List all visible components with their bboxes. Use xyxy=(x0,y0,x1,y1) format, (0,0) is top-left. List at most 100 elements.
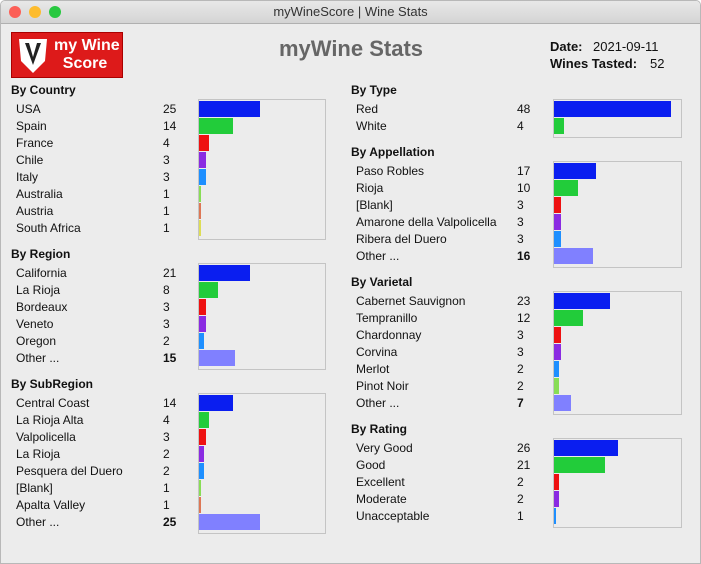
bar xyxy=(554,180,579,196)
bar xyxy=(199,101,260,117)
bar xyxy=(554,293,611,309)
row-value: 4 xyxy=(163,136,170,150)
row-label: Austria xyxy=(16,204,54,218)
bar xyxy=(199,135,209,151)
section-title: By Varietal xyxy=(351,275,413,289)
row-label: Valpolicella xyxy=(16,430,76,444)
bar-box xyxy=(198,99,326,240)
row-value: 4 xyxy=(517,119,524,133)
row-value: 25 xyxy=(163,102,177,116)
row-value: 7 xyxy=(517,396,524,410)
row-value: 3 xyxy=(517,345,524,359)
zoom-button[interactable] xyxy=(49,6,61,18)
bar xyxy=(199,350,236,366)
logo-icon xyxy=(19,39,47,73)
row-value: 2 xyxy=(517,362,524,376)
section-title: By Region xyxy=(11,247,71,261)
row-label: South Africa xyxy=(16,221,81,235)
bar xyxy=(199,169,207,185)
row-label: Other ... xyxy=(16,351,60,365)
tasted-label: Wines Tasted: xyxy=(550,56,638,71)
row-value: 1 xyxy=(163,187,170,201)
row-value: 1 xyxy=(163,204,170,218)
bar xyxy=(554,378,559,394)
row-label: Good xyxy=(356,458,386,472)
row-value: 2 xyxy=(517,379,524,393)
row-value: 1 xyxy=(163,498,170,512)
row-value: 1 xyxy=(163,481,170,495)
bar-box xyxy=(198,263,326,370)
row-value: 48 xyxy=(517,102,531,116)
logo-line: my Wine xyxy=(54,37,120,54)
bar xyxy=(199,186,202,202)
bar xyxy=(199,446,204,462)
bar xyxy=(554,118,564,134)
bar xyxy=(199,203,202,219)
row-value: 12 xyxy=(517,311,531,325)
row-label: Bordeaux xyxy=(16,300,68,314)
bar xyxy=(199,282,219,298)
row-label: Spain xyxy=(16,119,47,133)
page-title: myWine Stats xyxy=(278,36,424,61)
bar xyxy=(199,316,207,332)
row-label: Veneto xyxy=(16,317,54,331)
row-value: 3 xyxy=(517,328,524,342)
row-value: 3 xyxy=(163,170,170,184)
logo-text: my Wine Score xyxy=(54,37,120,73)
bar xyxy=(199,497,202,513)
bar xyxy=(199,412,209,428)
row-value: 10 xyxy=(517,181,531,195)
row-label: Pesquera del Duero xyxy=(16,464,123,478)
bar xyxy=(554,197,562,213)
row-label: Amarone della Valpolicella xyxy=(356,215,497,229)
row-label: Cabernet Sauvignon xyxy=(356,294,466,308)
title-bar: myWineScore | Wine Stats xyxy=(1,1,700,24)
row-value: 1 xyxy=(163,221,170,235)
close-button[interactable] xyxy=(9,6,21,18)
row-label: Australia xyxy=(16,187,63,201)
row-label: La Rioja xyxy=(16,447,61,461)
row-value: 2 xyxy=(163,334,170,348)
row-value: 17 xyxy=(517,164,531,178)
bar xyxy=(554,457,606,473)
row-label: [Blank] xyxy=(16,481,53,495)
row-label: Other ... xyxy=(16,515,60,529)
bar xyxy=(554,440,618,456)
bar xyxy=(554,491,559,507)
bar xyxy=(554,361,559,377)
bar xyxy=(554,231,562,247)
row-value: 14 xyxy=(163,119,177,133)
logo-line: Score xyxy=(62,55,108,72)
row-value: 15 xyxy=(163,351,177,365)
bar xyxy=(199,463,204,479)
row-label: Tempranillo xyxy=(356,311,418,325)
bar xyxy=(554,310,584,326)
tasted-value: 52 xyxy=(650,56,665,71)
section-title: By Rating xyxy=(351,422,408,436)
row-value: 3 xyxy=(163,153,170,167)
row-label: Paso Robles xyxy=(356,164,425,178)
bar xyxy=(199,118,233,134)
section-title: By Country xyxy=(11,83,76,97)
row-value: 3 xyxy=(517,215,524,229)
row-label: La Rioja Alta xyxy=(16,413,84,427)
row-value: 2 xyxy=(517,492,524,506)
date-label: Date: xyxy=(550,39,583,54)
row-label: California xyxy=(16,266,67,280)
bar xyxy=(554,474,559,490)
row-value: 3 xyxy=(517,198,524,212)
bar-box xyxy=(553,99,682,138)
logo: my Wine Score xyxy=(11,32,123,78)
minimize-button[interactable] xyxy=(29,6,41,18)
row-label: Rioja xyxy=(356,181,384,195)
row-label: Pinot Noir xyxy=(356,379,409,393)
row-label: Chardonnay xyxy=(356,328,422,342)
row-value: 14 xyxy=(163,396,177,410)
row-value: 2 xyxy=(517,475,524,489)
row-label: [Blank] xyxy=(356,198,393,212)
bar xyxy=(554,395,572,411)
row-label: Chile xyxy=(16,153,44,167)
bar-box xyxy=(198,393,326,534)
bar xyxy=(554,163,596,179)
